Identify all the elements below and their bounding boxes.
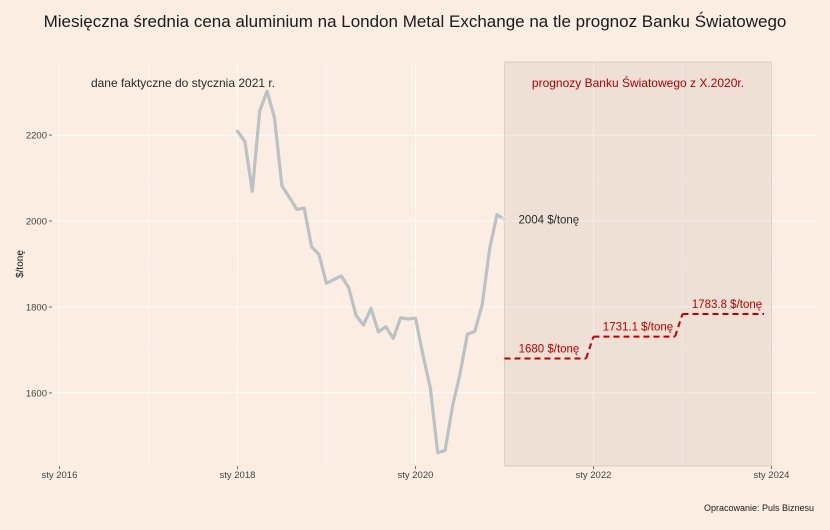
annotation-label-0: 2004 $/tonę xyxy=(518,214,579,226)
chart-title: Miesięczna średnia cena aluminium na Lon… xyxy=(43,12,787,31)
last-price-marker xyxy=(501,216,508,223)
actual-data-label: dane faktyczne do stycznia 2021 r. xyxy=(91,76,275,90)
x-tick-label-2: sty 2020 xyxy=(397,470,433,481)
y-tick-label-1: 1800 xyxy=(26,302,47,313)
y-tick-label-0: 1600 xyxy=(26,388,47,399)
source-caption: Opracowanie: Puls Biznesu xyxy=(703,503,814,513)
annotation-label-2: 1731.1 $/tonę xyxy=(603,322,673,334)
x-tick-label-1: sty 2018 xyxy=(219,470,255,481)
forecast-region xyxy=(504,61,772,467)
price-line xyxy=(235,89,507,455)
x-tick-label-4: sty 2024 xyxy=(754,470,790,481)
x-tick-label-3: sty 2022 xyxy=(576,470,612,481)
y-tick-label-3: 2200 xyxy=(26,131,47,142)
annotation-label-3: 1783.8 $/tonę xyxy=(692,299,762,311)
forecast-segment-3 xyxy=(674,313,684,337)
annotation-label-1: 1680 $/tonę xyxy=(519,344,580,356)
x-tick-label-0: sty 2016 xyxy=(41,470,77,481)
y-tick-label-2: 2000 xyxy=(26,217,47,228)
forecast-segment-1 xyxy=(585,336,595,359)
forecast-region-label: prognozy Banku Światowego z X.2020r. xyxy=(532,75,744,90)
y-axis-title: $/tonę xyxy=(15,250,26,278)
